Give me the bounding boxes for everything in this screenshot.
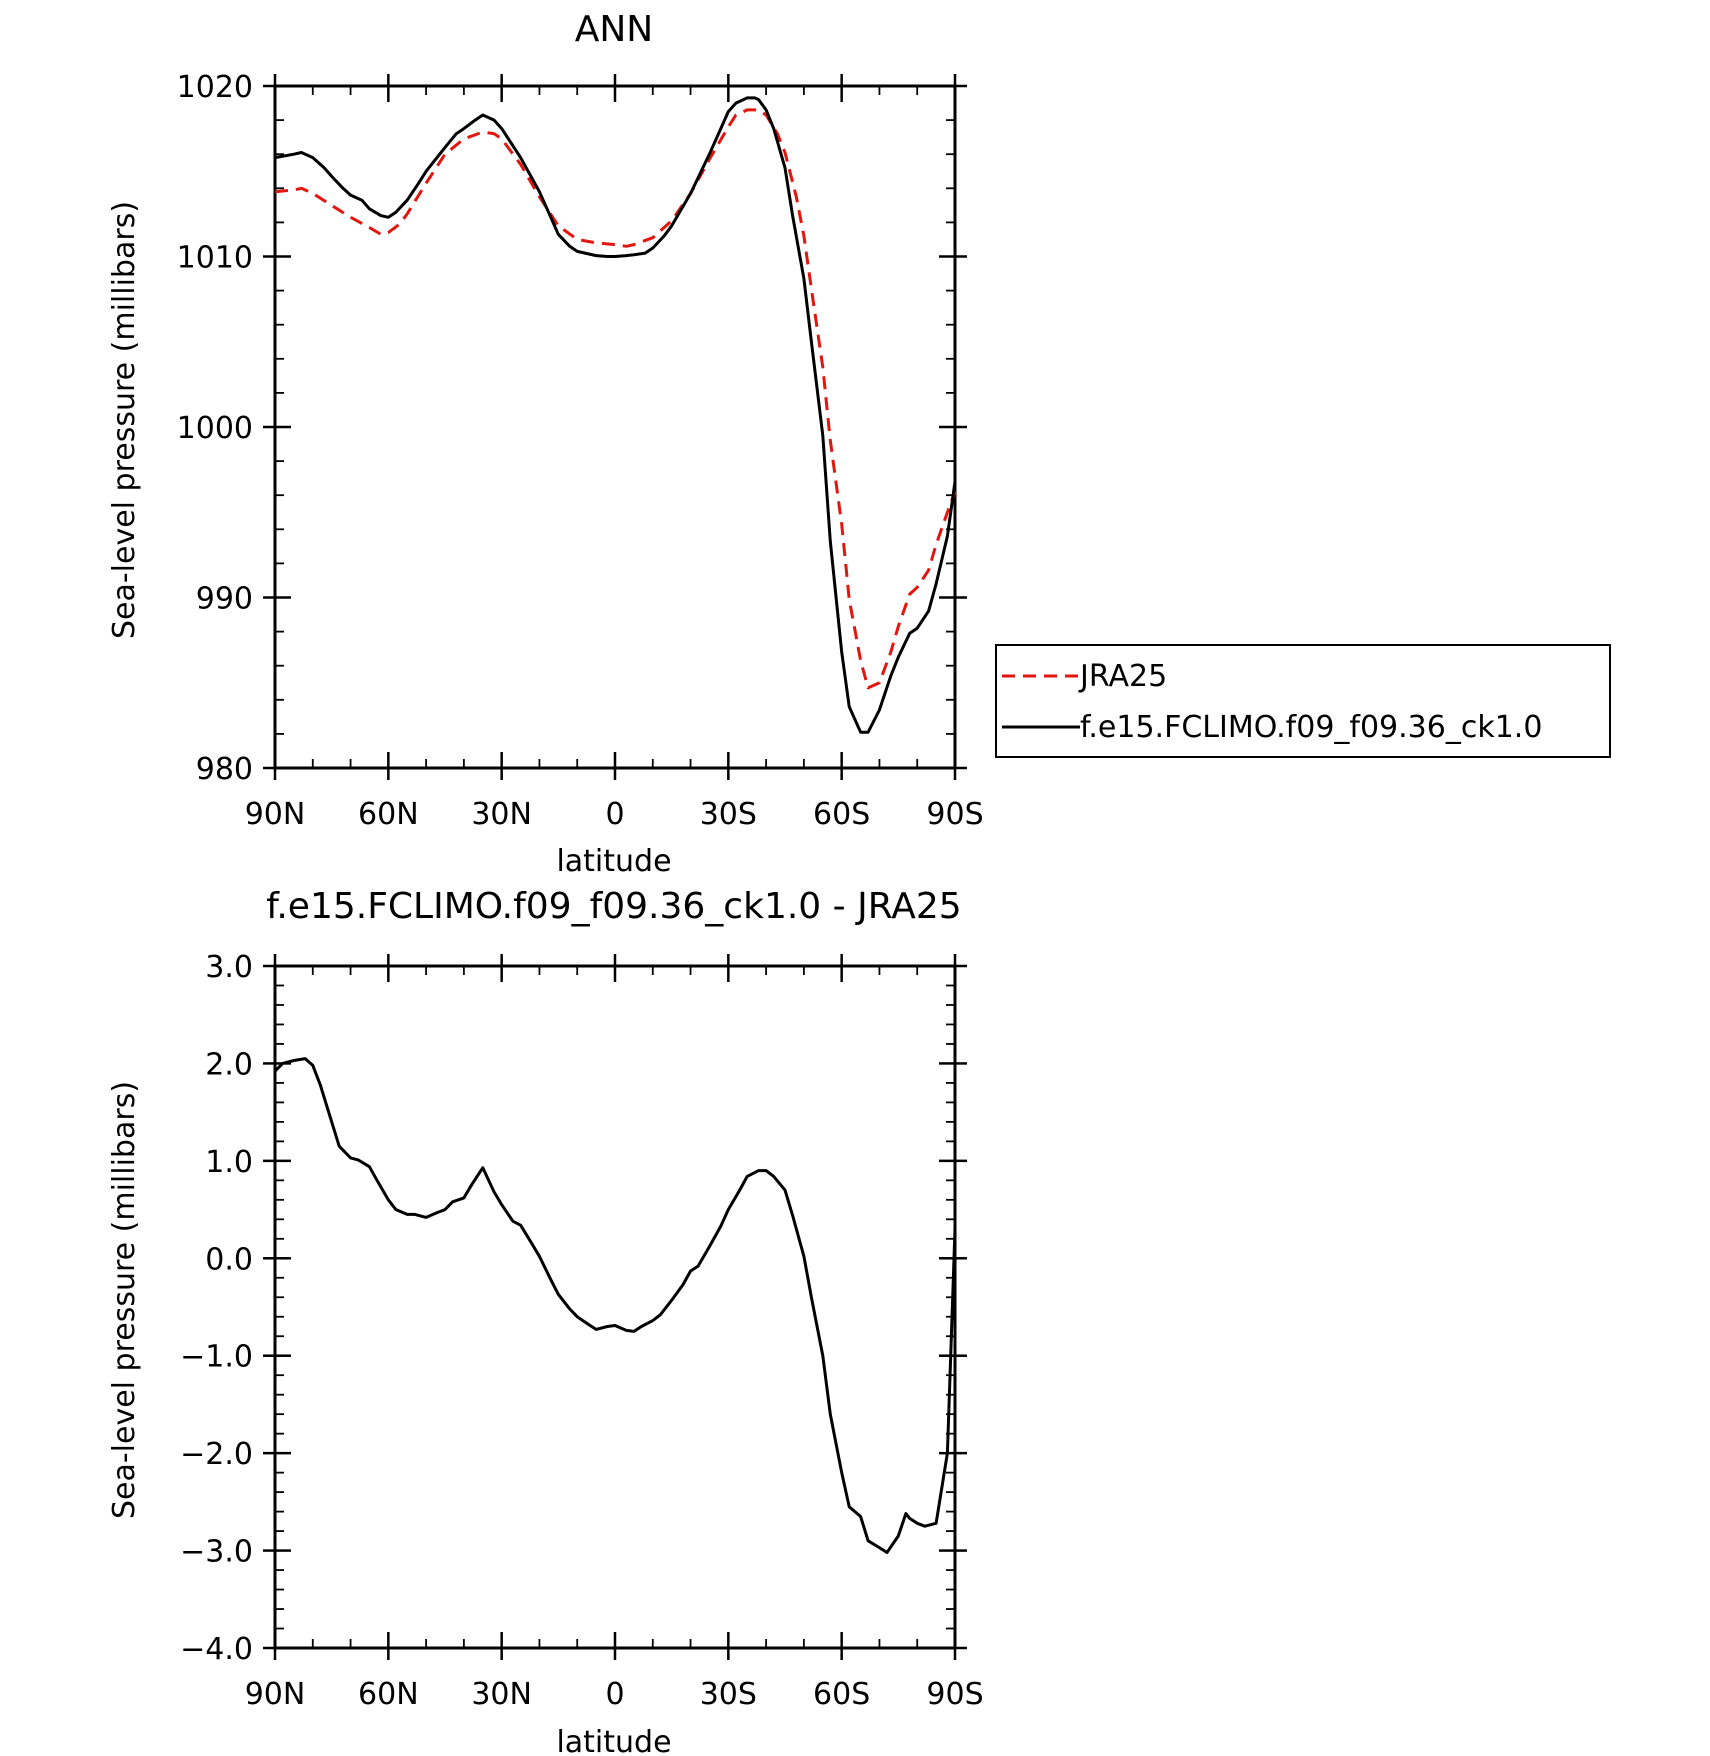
bottom-x-tick-label: 30N [471,1677,532,1712]
legend: JRA25 f.e15.FCLIMO.f09_f09.36_ck1.0 [995,644,1611,758]
bottom-chart-title: f.e15.FCLIMO.f09_f09.36_ck1.0 - JRA25 [266,886,961,927]
top-x-tick-label: 90S [926,797,983,832]
top-series-line-f-e15-fclimo-f09-f09-36-ck1-0 [274,96,957,734]
bottom-x-tick-label: 90N [245,1677,306,1712]
top-x-tick-label: 0 [605,797,624,832]
bottom-y-tick-label: 1.0 [205,1145,253,1180]
bottom-plot-area: 90N 60N 30N 0 30S 60S 90S 3.0 2.0 1.0 0.0 −1.0 −2.0 −… [180,950,983,1712]
top-y-tick-label: 1000 [177,411,253,446]
bottom-y-tick-label: −3.0 [180,1535,253,1570]
bottom-y-tick-label: −1.0 [180,1340,253,1375]
bottom-series-line-difference [273,1057,957,1554]
bottom-y-tick-label: 3.0 [205,950,253,985]
top-panel: ANN 90N 60N 30N 0 30S 60S 90S 1020 1010 1000 990 98… [107,9,1611,879]
top-x-tick-label: 90N [245,797,306,832]
top-y-axis-label: Sea-level pressure (millibars) [107,201,142,639]
legend-label-model: f.e15.FCLIMO.f09_f09.36_ck1.0 [1080,710,1542,745]
top-y-tick-label: 1010 [177,241,253,276]
top-x-tick-label: 60S [813,797,870,832]
top-plot-frame [273,84,957,770]
bottom-y-tick-label: 2.0 [205,1047,253,1082]
top-series-line-jra25 [274,108,957,690]
bottom-y-tick-label: 0.0 [205,1242,253,1277]
top-y-tick-label: 1020 [177,70,253,105]
bottom-plot-frame [273,964,957,1650]
bottom-y-tick-label: −2.0 [180,1437,253,1472]
bottom-x-tick-label: 90S [926,1677,983,1712]
top-plot-area: 90N 60N 30N 0 30S 60S 90S 1020 1010 1000 990 980 [177,70,984,832]
bottom-y-axis-label: Sea-level pressure (millibars) [107,1081,142,1519]
bottom-panel: f.e15.FCLIMO.f09_f09.36_ck1.0 - JRA25 90… [107,886,984,1756]
top-y-tick-label: 990 [196,582,253,617]
bottom-x-tick-label: 60N [358,1677,419,1712]
bottom-x-tick-label: 30S [700,1677,757,1712]
top-y-tick-label: 980 [196,752,253,787]
bottom-y-tick-label: −4.0 [180,1632,253,1667]
bottom-x-axis-label: latitude [556,1725,671,1756]
top-x-tick-label: 30N [471,797,532,832]
bottom-x-tick-label: 0 [605,1677,624,1712]
legend-box [995,644,1611,758]
top-chart-title: ANN [575,9,654,50]
top-x-tick-label: 30S [700,797,757,832]
top-x-axis-label: latitude [556,844,671,879]
bottom-x-tick-label: 60S [813,1677,870,1712]
legend-label-jra25: JRA25 [1078,659,1167,694]
top-x-tick-label: 60N [358,797,419,832]
